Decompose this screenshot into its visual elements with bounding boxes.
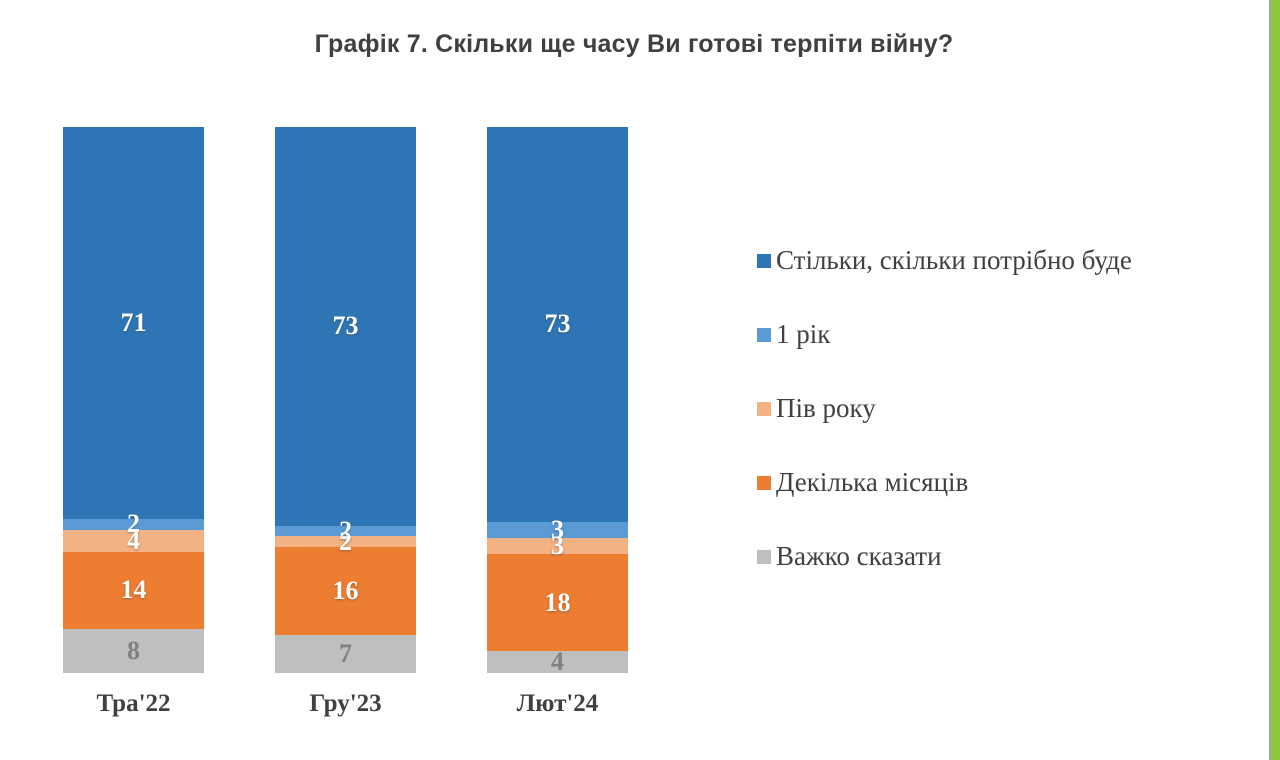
stacked-bar: 73 2 2 16 7 bbox=[275, 127, 416, 673]
bar-segment: 2 bbox=[63, 511, 204, 537]
legend-color-swatch bbox=[757, 254, 771, 268]
bar-value-label: 73 bbox=[544, 309, 571, 339]
bar-segment: 4 bbox=[487, 647, 628, 677]
bar-segment: 18 bbox=[487, 554, 628, 652]
legend-label: Важко сказати bbox=[776, 541, 942, 571]
bar-value-label: 3 bbox=[551, 530, 564, 560]
x-axis-label: Тра'22 bbox=[96, 690, 171, 717]
bar-segment: 4 bbox=[63, 525, 204, 555]
bar-value-label: 2 bbox=[339, 516, 352, 546]
bar-value-label: 2 bbox=[127, 509, 140, 539]
chart-legend: Стільки, скільки потрібно буде 1 рік Пів р… bbox=[757, 245, 1132, 616]
legend-label: Стільки, скільки потрібно буде bbox=[776, 245, 1132, 275]
legend-color-swatch bbox=[757, 476, 771, 490]
legend-item: Важко сказати bbox=[757, 541, 1132, 616]
bar-value-label: 2 bbox=[339, 526, 352, 556]
bar-segment: 7 bbox=[275, 634, 416, 673]
x-axis-label: Лют'24 bbox=[516, 690, 599, 717]
bar-value-label: 3 bbox=[551, 514, 564, 544]
bar-value-label: 18 bbox=[544, 587, 571, 617]
bar-segment: 3 bbox=[487, 516, 628, 542]
legend-color-swatch bbox=[757, 550, 771, 564]
x-axis-label: Гру'23 bbox=[309, 690, 382, 717]
right-edge-accent-stripe bbox=[1269, 0, 1280, 760]
legend-label: Декілька місяців bbox=[776, 467, 969, 497]
bar-column: 73 2 2 16 7 Гру'23 bbox=[275, 127, 416, 717]
bar-segment: 71 bbox=[63, 127, 204, 519]
legend-item: Декілька місяців bbox=[757, 467, 1132, 542]
bar-segment: 2 bbox=[275, 518, 416, 544]
bar-segment: 3 bbox=[487, 532, 628, 558]
bar-value-label: 71 bbox=[120, 307, 147, 337]
bar-segment: 73 bbox=[487, 127, 628, 522]
legend-item: 1 рік bbox=[757, 319, 1132, 394]
bar-segment: 8 bbox=[63, 628, 204, 673]
legend-item: Пів року bbox=[757, 393, 1132, 468]
bar-value-label: 8 bbox=[127, 635, 140, 665]
bar-segment: 73 bbox=[275, 127, 416, 526]
bar-value-label: 4 bbox=[127, 525, 140, 555]
bar-value-label: 4 bbox=[551, 647, 564, 677]
bar-value-label: 73 bbox=[332, 311, 359, 341]
bar-value-label: 14 bbox=[120, 575, 147, 605]
legend-label: Пів року bbox=[776, 393, 876, 423]
legend-color-swatch bbox=[757, 328, 771, 342]
bar-segment: 14 bbox=[63, 551, 204, 629]
chart-title: Графік 7. Скільки ще часу Ви готові терп… bbox=[314, 30, 954, 58]
bar-column: 71 2 4 14 8 Тра'22 bbox=[63, 127, 204, 717]
bar-column: 73 3 3 18 4 Лют'24 bbox=[487, 127, 628, 717]
stacked-bar: 71 2 4 14 8 bbox=[63, 127, 204, 673]
stacked-bar-plot-area: 71 2 4 14 8 Тра'22 73 2 2 16 7 Гру'23 73 3 3 18 4 Лют'24 bbox=[63, 127, 628, 717]
legend-label: 1 рік bbox=[776, 319, 831, 349]
legend-color-swatch bbox=[757, 402, 771, 416]
stacked-bar: 73 3 3 18 4 bbox=[487, 127, 628, 677]
bar-segment: 16 bbox=[275, 547, 416, 635]
bar-value-label: 7 bbox=[339, 638, 352, 668]
legend-item: Стільки, скільки потрібно буде bbox=[757, 245, 1132, 320]
bar-value-label: 16 bbox=[332, 576, 359, 606]
bar-segment: 2 bbox=[275, 528, 416, 554]
